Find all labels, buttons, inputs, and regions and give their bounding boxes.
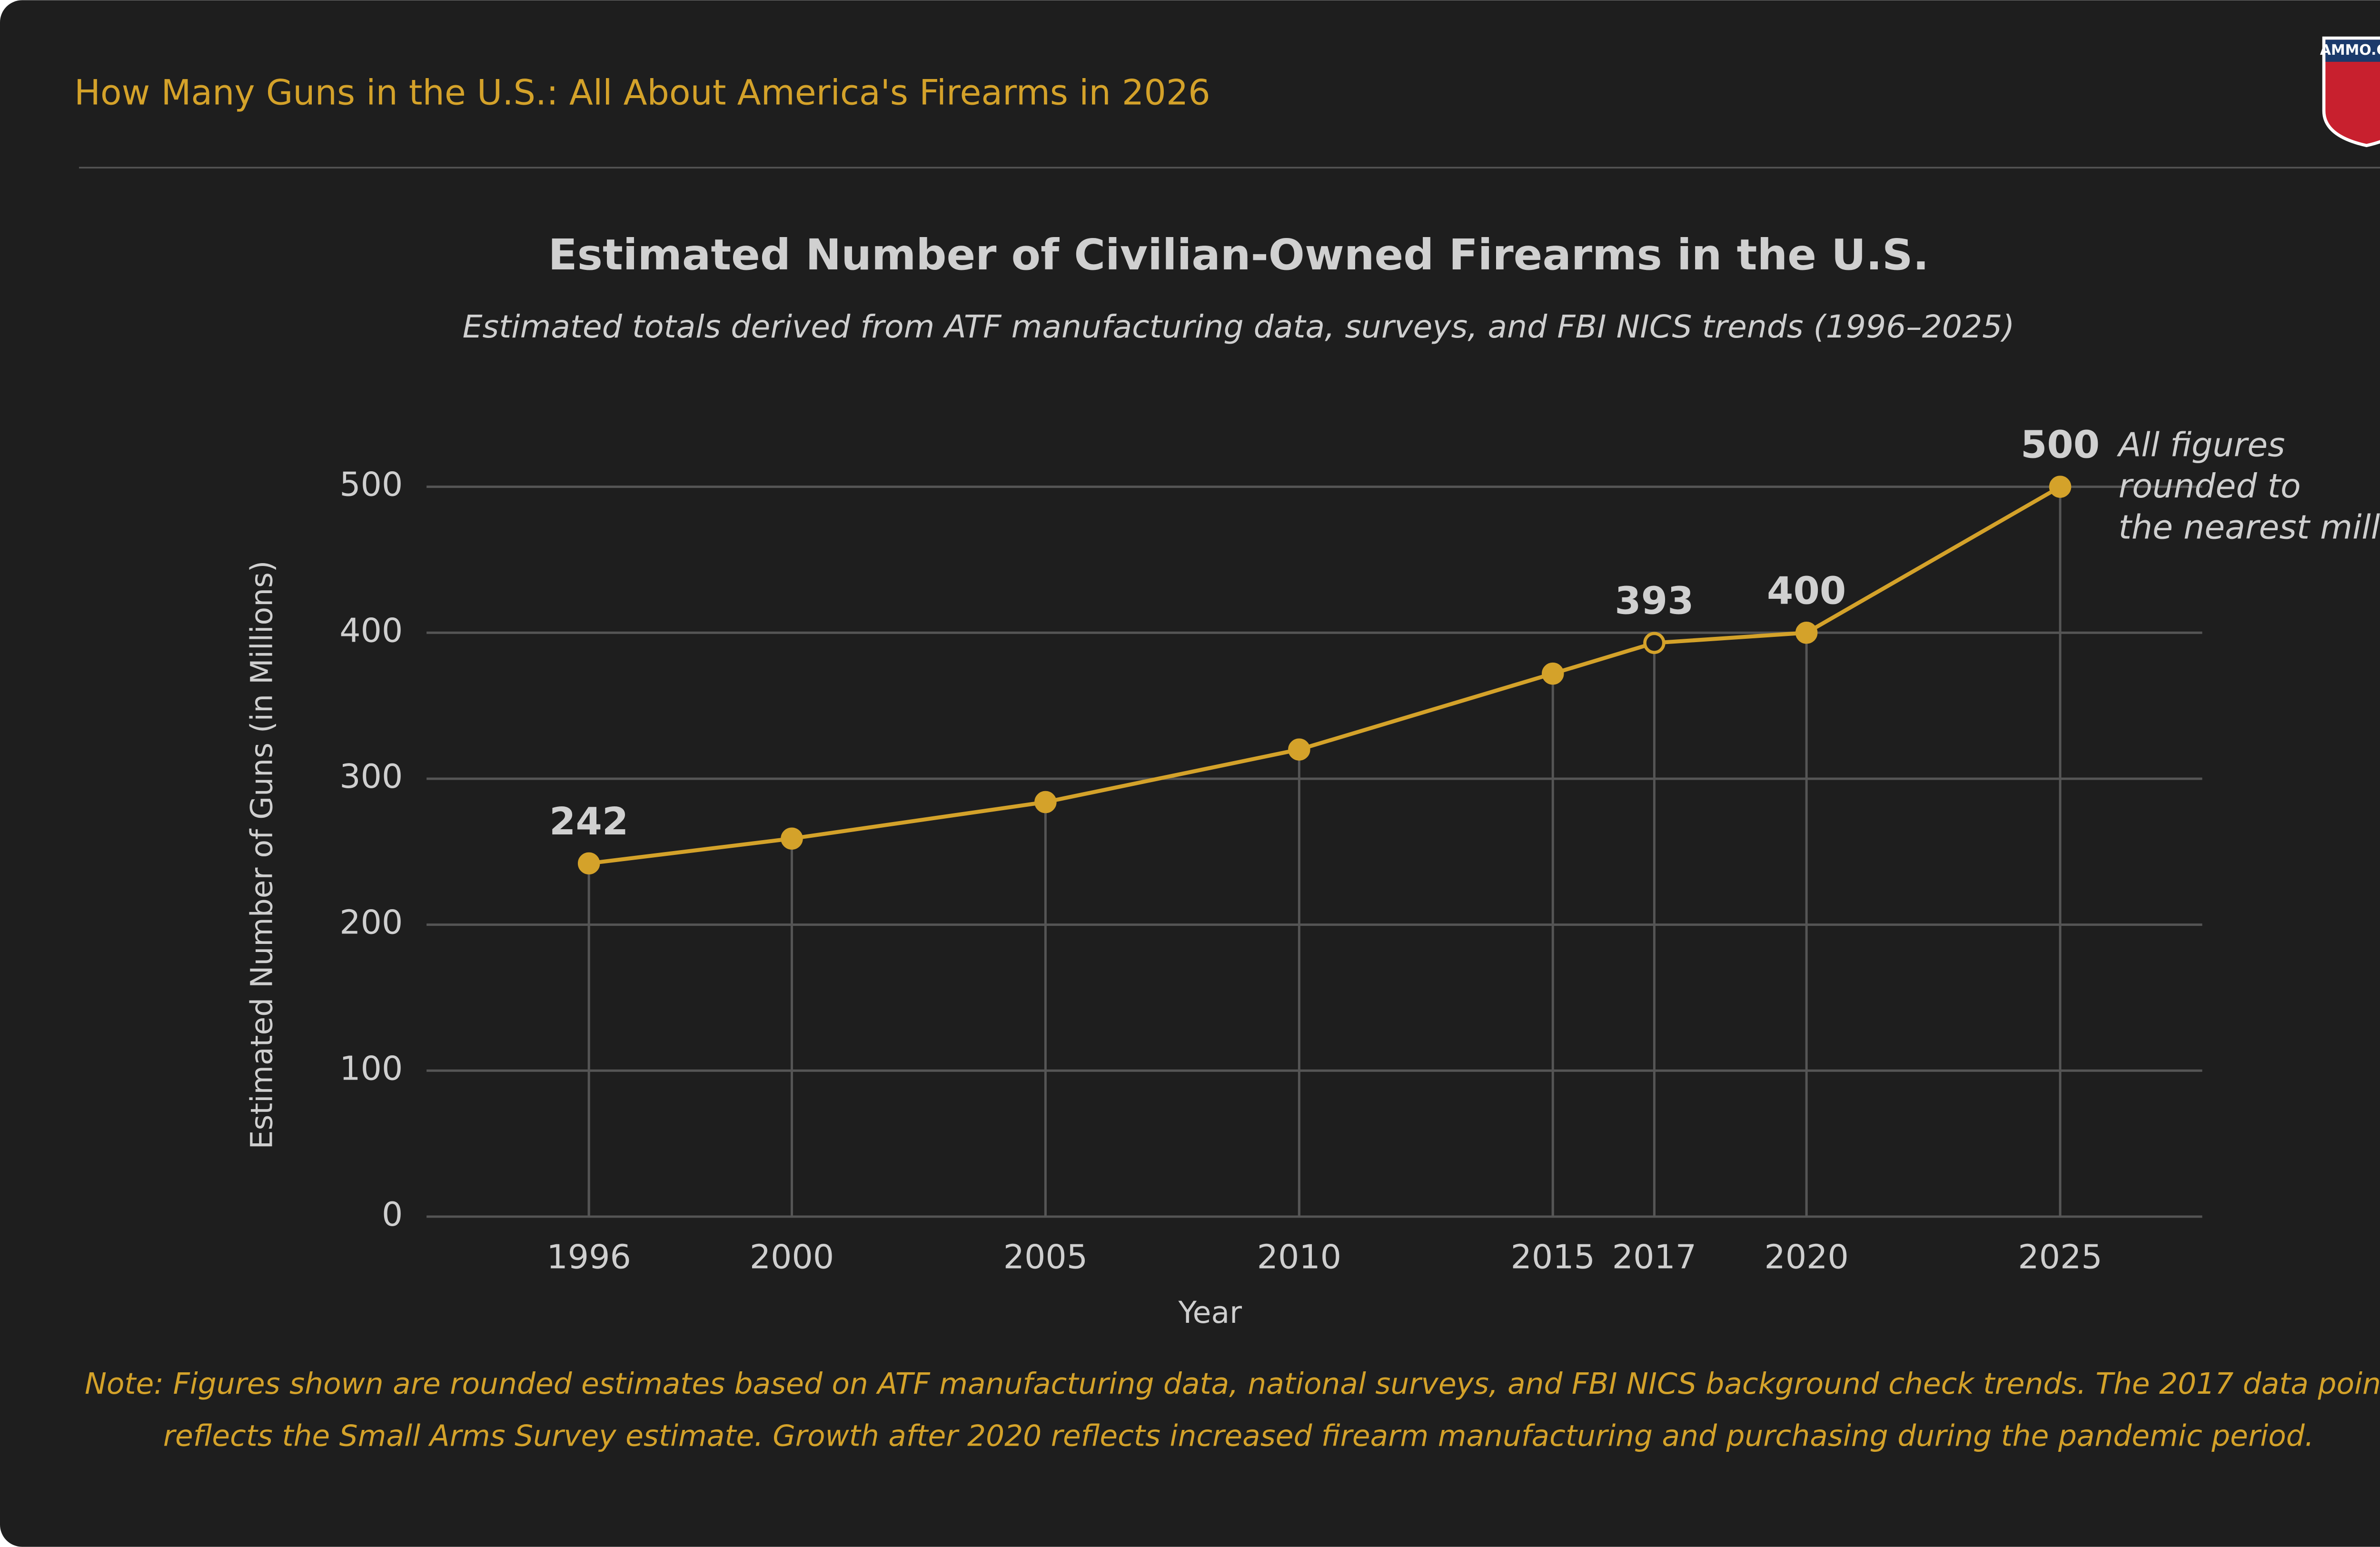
x-axis-label: Year — [1178, 1295, 1242, 1330]
data-line — [588, 485, 2062, 865]
y-axis-label: Estimated Number of Guns (in Millions) — [244, 560, 279, 1149]
x-tick-label: 2010 — [1257, 1238, 1341, 1277]
x-tick-label: 2020 — [1764, 1238, 1848, 1277]
x-tick-label: 2000 — [750, 1238, 834, 1277]
data-point — [1542, 662, 1564, 685]
value-label: 393 — [1615, 579, 1694, 623]
y-tick-label: 100 — [339, 1049, 403, 1088]
y-tick-label: 200 — [339, 903, 403, 942]
data-point — [577, 852, 600, 875]
page-title: How Many Guns in the U.S.: All About Ame… — [74, 73, 1210, 113]
data-point — [1795, 622, 1818, 644]
x-tick-label: 1996 — [546, 1238, 631, 1277]
annotation: All figures — [2117, 426, 2285, 465]
logo-shield — [2322, 36, 2380, 148]
x-tick-label: 2005 — [1003, 1238, 1088, 1277]
note: Note: Figures shown are rounded estimate… — [85, 1367, 2380, 1401]
chart-subtitle: Estimated totals derived from ATF manufa… — [463, 308, 2015, 345]
logo: AMMO.COM — [2320, 36, 2380, 148]
chart-title: Estimated Number of Civilian-Owned Firea… — [548, 230, 1929, 280]
annotation: rounded to — [2119, 467, 2301, 506]
y-tick-label: 0 — [382, 1195, 403, 1234]
value-label: 242 — [549, 799, 628, 843]
logo-text: AMMO.COM — [2320, 42, 2380, 59]
note: reflects the Small Arms Survey estimate.… — [163, 1419, 2314, 1453]
annotation: the nearest million — [2119, 508, 2380, 546]
x-tick-label: 2015 — [1511, 1238, 1595, 1277]
data-point — [1288, 738, 1310, 761]
value-label: 500 — [2021, 423, 2100, 467]
data-point — [781, 827, 803, 850]
y-tick-label: 400 — [339, 611, 403, 650]
x-tick-label: 2025 — [2018, 1238, 2102, 1277]
value-label: 400 — [1767, 568, 1846, 613]
y-tick-label: 300 — [339, 757, 403, 796]
y-tick-label: 500 — [339, 466, 403, 504]
data-point — [1034, 791, 1057, 813]
x-tick-label: 2017 — [1612, 1238, 1696, 1277]
data-point — [2049, 476, 2072, 498]
logo-band — [2325, 40, 2380, 62]
data-point — [1643, 632, 1666, 654]
